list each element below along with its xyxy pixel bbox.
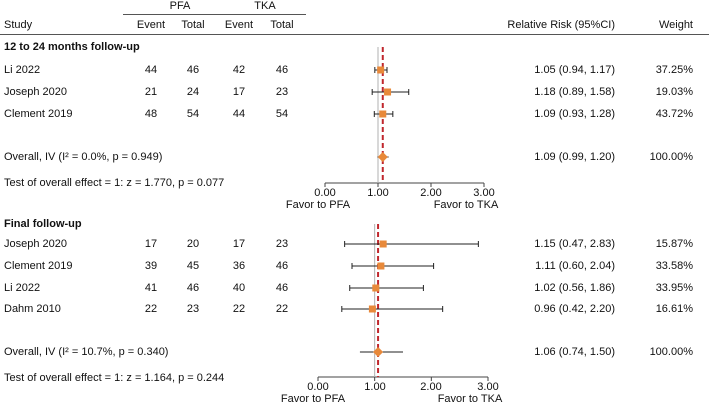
overall-test-text: Test of overall effect = 1: z = 1.164, p… [4,372,225,384]
overall-diamond [377,152,388,162]
rr-value: 1.11 (0.60, 2.04) [535,260,615,272]
rr-value: 1.15 (0.47, 2.83) [534,238,615,250]
x-tick-label: 0.00 [307,381,329,393]
tka-event: 44 [232,108,246,120]
pfa-total: 24 [186,86,200,98]
study-name: Li 2022 [4,64,41,76]
favor-right-label: Favor to TKA [437,393,503,405]
pfa-total: 23 [186,303,200,315]
study-marker [377,66,385,74]
rr-value: 1.09 (0.93, 1.28) [534,108,615,120]
favor-right-label: Favor to TKA [433,199,499,211]
x-tick-label: 1.00 [364,381,386,393]
pfa-total: 46 [186,64,200,76]
weight-value: 15.87% [655,238,693,250]
overall-test-text: Test of overall effect = 1: z = 1.770, p… [4,177,225,189]
study-name: Joseph 2020 [4,238,67,250]
group1-label: PFA [169,0,191,12]
x-tick-label: 2.00 [420,187,442,199]
overall-rr-value: 1.06 (0.74, 1.50) [534,346,615,358]
x-tick-label: 1.00 [367,187,389,199]
x-tick-label: 3.00 [473,187,495,199]
tka-event: 17 [232,238,246,250]
tka-event: 42 [232,64,246,76]
rr-value: 1.02 (0.56, 1.86) [534,282,615,294]
tka-event: 17 [232,86,246,98]
x-tick-label: 2.00 [420,381,442,393]
tka-total: 46 [275,64,289,76]
rr-value: 0.96 (0.42, 2.20) [534,303,615,315]
weight-value: 43.72% [655,108,693,120]
pfa-total: 54 [186,108,200,120]
tka-total: 46 [275,260,289,272]
tka-total: 46 [275,282,289,294]
study-marker [384,88,392,96]
pfa-event: 39 [144,260,158,272]
study-header: Study [4,19,33,31]
tka-total: 22 [275,303,289,315]
study-name: Clement 2019 [4,260,73,272]
overall-label: Overall, IV (I² = 10.7%, p = 0.340) [4,346,169,358]
weight-value: 37.25% [655,64,693,76]
x-tick-label: 3.00 [477,381,499,393]
pfa-event: 22 [144,303,158,315]
panel-1-title: 12 to 24 months follow-up [4,41,140,53]
favor-left-label: Favor to PFA [280,393,346,405]
study-marker [377,262,385,270]
tka-event: 22 [232,303,246,315]
weight-value: 33.58% [655,260,693,272]
x-tick-label: 0.00 [314,187,336,199]
study-name: Li 2022 [4,282,41,294]
pfa-total-header: Total [181,19,205,31]
tka-total: 54 [275,108,289,120]
overall-label: Overall, IV (I² = 0.0%, p = 0.949) [4,151,163,163]
pfa-event: 17 [144,238,158,250]
tka-total: 23 [275,238,289,250]
group1-underline [123,14,221,15]
study-marker [379,240,387,248]
pfa-event: 21 [144,86,158,98]
group2-underline [221,14,306,15]
study-marker [368,305,376,313]
weight-value: 16.61% [655,303,693,315]
panel-2-title: Final follow-up [4,218,82,230]
rr-header: Relative Risk (95%CI) [507,19,615,31]
study-name: Clement 2019 [4,108,73,120]
study-marker [372,284,380,292]
overall-weight-value: 100.00% [649,346,693,358]
rr-value: 1.18 (0.89, 1.58) [534,86,615,98]
group2-label: TKA [254,0,276,12]
overall-weight-value: 100.00% [649,151,693,163]
tka-event-header: Event [224,19,254,31]
weight-value: 19.03% [655,86,693,98]
pfa-total: 46 [186,282,200,294]
weight-header: Weight [658,19,693,31]
tka-total-header: Total [270,19,294,31]
pfa-total: 20 [186,238,200,250]
weight-value: 33.95% [655,282,693,294]
overall-rr-value: 1.09 (0.99, 1.20) [534,151,615,163]
study-marker [379,110,387,118]
study-name: Joseph 2020 [4,86,67,98]
pfa-event: 41 [144,282,158,294]
header-rule [0,34,709,35]
study-name: Dahm 2010 [4,303,61,315]
pfa-event-header: Event [136,19,166,31]
favor-left-label: Favor to PFA [285,199,351,211]
rr-value: 1.05 (0.94, 1.17) [534,64,615,76]
tka-event: 36 [232,260,246,272]
overall-diamond [373,347,384,357]
tka-event: 40 [232,282,246,294]
tka-total: 23 [275,86,289,98]
pfa-event: 44 [144,64,158,76]
pfa-total: 45 [186,260,200,272]
pfa-event: 48 [144,108,158,120]
